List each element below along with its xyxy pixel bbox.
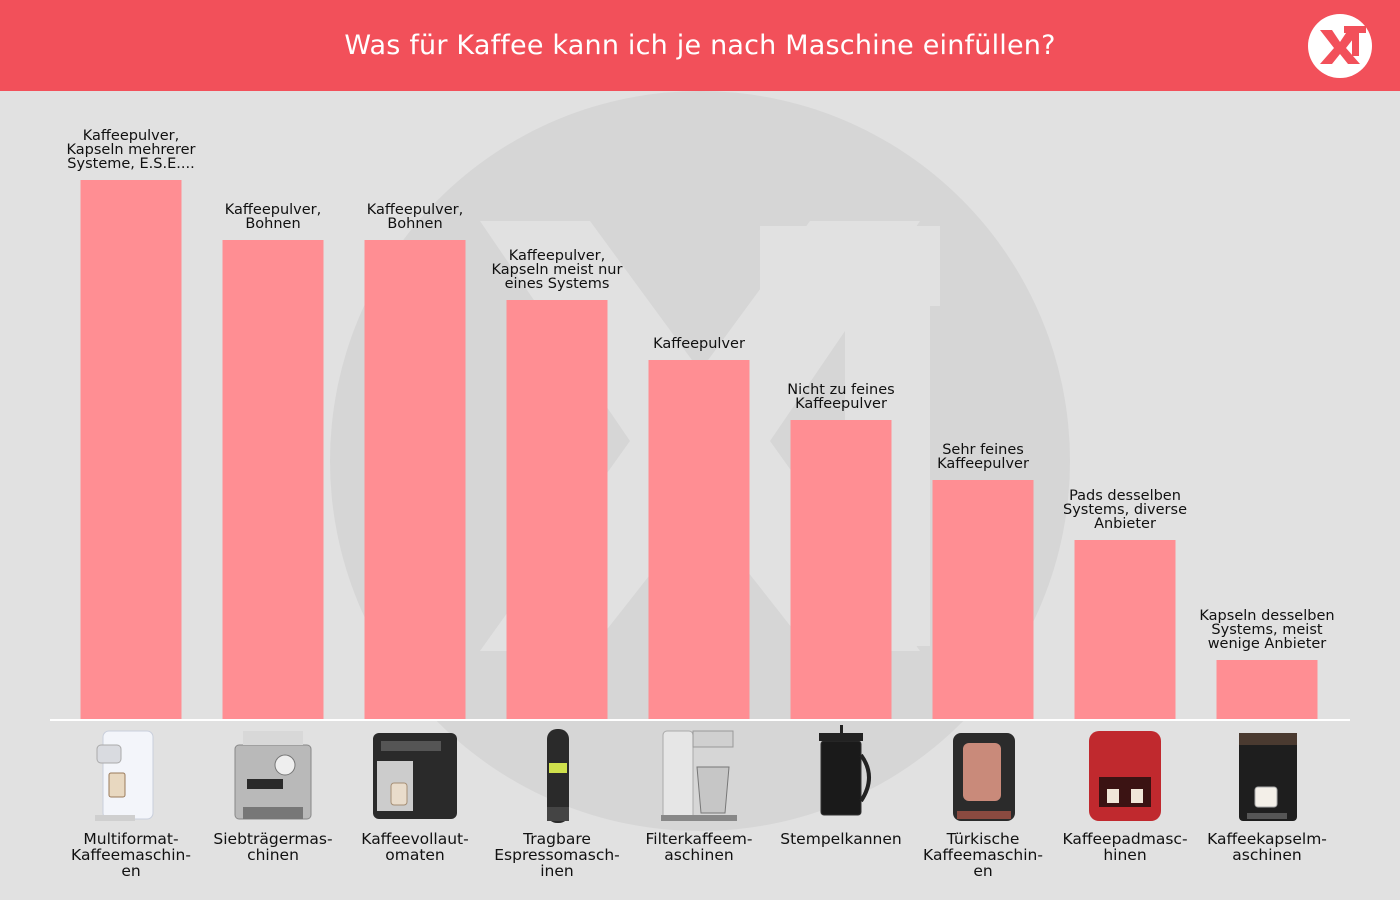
data-label-1: Kaffeepulver, Kapseln mehrerer Systeme, E.…: [67, 128, 196, 172]
data-label-9: Kapseln desselben Systems, meist wenige An…: [1199, 608, 1334, 652]
portafilter-machine-icon: [234, 731, 312, 820]
turkish-coffee-machine-icon: [953, 733, 1015, 821]
category-label-1: Multiformat-Kaffeemaschin-en: [71, 830, 191, 880]
bar-chart: Kaffeepulver, Kapseln mehrerer Systeme, E.…: [50, 128, 1350, 880]
data-label-7: Sehr feines Kaffeepulver: [937, 442, 1029, 472]
french-press-icon: [819, 725, 871, 816]
multiformat-machine-icon: [95, 730, 154, 821]
xt-logo-icon: [1308, 14, 1372, 78]
category-label-6: Stempelkannen: [780, 830, 901, 848]
bar-7: [932, 480, 1034, 720]
category-label-8: Kaffeepadmasc-hinen: [1062, 830, 1187, 864]
page-title: Was für Kaffee kann ich je nach Maschine…: [344, 30, 1056, 61]
data-label-6: Nicht zu feines Kaffeepulver: [787, 382, 894, 412]
fully-automatic-machine-icon: [373, 733, 457, 819]
bar-1: [80, 180, 182, 720]
bar-5: [648, 360, 750, 720]
data-label-4: Kaffeepulver, Kapseln meist nur eines Syst…: [492, 248, 623, 292]
bar-6: [790, 420, 892, 720]
data-label-5: Kaffeepulver: [653, 336, 745, 352]
category-label-5: Filterkaffeem-aschinen: [645, 830, 752, 864]
category-label-9: Kaffeekapselm-aschinen: [1207, 830, 1327, 864]
portable-espresso-icon: [547, 729, 569, 823]
data-label-3: Kaffeepulver, Bohnen: [367, 202, 463, 232]
bar-2: [222, 240, 324, 720]
category-label-3: Kaffeevollaut-omaten: [361, 830, 468, 864]
bar-4: [506, 300, 608, 720]
category-label-2: Siebträgermas-chinen: [213, 830, 332, 864]
category-label-4: Tragbare Espressomasch-inen: [494, 830, 620, 880]
pad-machine-icon: [1089, 731, 1161, 821]
bar-3: [364, 240, 466, 720]
bar-9: [1216, 660, 1318, 720]
filter-coffee-machine-icon: [661, 730, 737, 821]
header-bar: Was für Kaffee kann ich je nach Maschine…: [0, 0, 1400, 91]
data-label-8: Pads desselben Systems, diverse Anbieter: [1063, 488, 1187, 532]
data-label-2: Kaffeepulver, Bohnen: [225, 202, 321, 232]
capsule-machine-icon: [1239, 733, 1297, 821]
category-label-7: Türkische Kaffeemaschin-en: [923, 830, 1043, 880]
bar-8: [1074, 540, 1176, 720]
